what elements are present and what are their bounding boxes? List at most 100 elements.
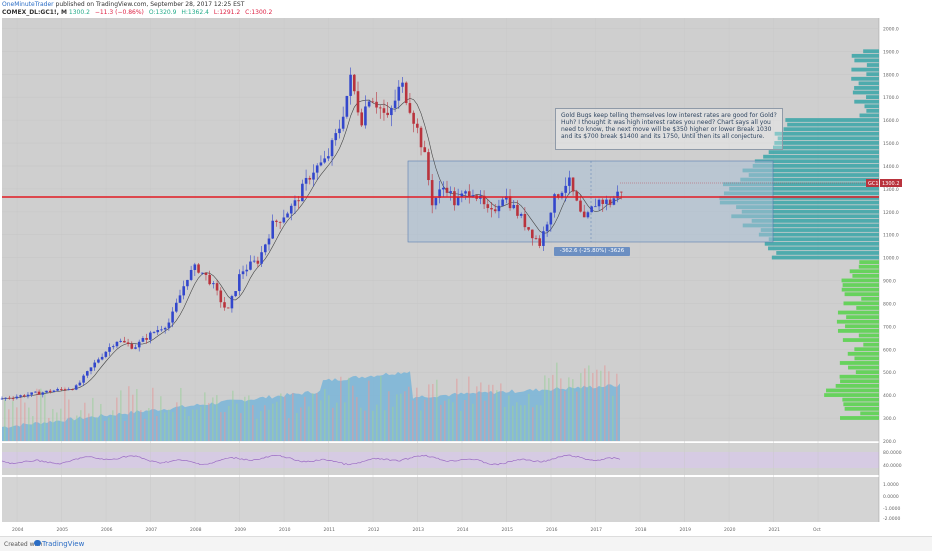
candle: [178, 295, 182, 303]
volume-bar: [328, 395, 330, 441]
volume-bar: [260, 411, 262, 441]
volume-profile-bar: [854, 86, 879, 90]
volume-bar: [228, 405, 230, 441]
price-chart[interactable]: 2000.0 1900.0 1800.0 1700.0 1600.0 1500.0 1400…: [0, 0, 932, 536]
volume-bar: [108, 417, 110, 441]
range-box: [407, 160, 774, 243]
volume-bar: [92, 397, 94, 441]
volume-bar: [420, 410, 422, 441]
candle: [419, 127, 423, 148]
volume-bar: [544, 375, 546, 441]
volume-profile-bar: [858, 333, 879, 338]
volume-profile-bar: [842, 338, 879, 342]
candle: [590, 206, 593, 213]
volume-profile-bar: [835, 383, 879, 388]
candle: [397, 86, 401, 101]
candle: [338, 128, 341, 134]
volume-profile-bar: [842, 397, 879, 402]
measure-label: -362.6 (-25.80%) -3626: [554, 247, 630, 256]
volume-bar: [132, 394, 134, 441]
candle: [219, 290, 223, 303]
volume-bar: [600, 370, 602, 441]
volume-bar: [284, 396, 286, 441]
x-tick-label: 2009: [235, 527, 247, 533]
candle: [82, 375, 85, 383]
candle: [323, 158, 326, 163]
volume-bar: [52, 408, 54, 441]
volume-profile-bar: [771, 255, 879, 260]
x-tick-label: 2006: [101, 527, 113, 533]
candle: [319, 162, 323, 166]
candle: [378, 107, 382, 109]
author-link[interactable]: OneMinuteTrader: [2, 1, 54, 8]
volume-bar: [552, 374, 554, 441]
rsi-tick-label: 80.0000: [883, 450, 902, 456]
candle: [386, 112, 389, 116]
volume-bar: [56, 412, 58, 441]
volume-bar: [84, 402, 86, 441]
candle: [167, 322, 171, 328]
candle: [111, 346, 115, 348]
x-tick-label: 2020: [724, 527, 736, 533]
volume-profile-bar: [741, 209, 879, 214]
candle: [382, 108, 386, 113]
volume-bar: [100, 403, 102, 441]
y-tick-label: 1000.0: [883, 256, 899, 262]
osc-tick-label: -1.0000: [883, 506, 901, 512]
volume-bar: [16, 407, 18, 441]
candle: [345, 95, 349, 117]
y-tick-label: 600.0: [883, 347, 896, 353]
volume-bar: [252, 405, 254, 441]
volume-profile-bar: [785, 118, 879, 122]
volume-bar: [488, 384, 490, 441]
candle: [445, 187, 449, 193]
candle: [390, 108, 393, 116]
volume-bar: [240, 413, 242, 441]
volume-bar: [224, 412, 226, 441]
candle: [249, 261, 252, 270]
candle: [78, 382, 82, 386]
candle: [482, 195, 486, 205]
volume-profile-bar: [866, 108, 879, 113]
volume-profile-bar: [787, 122, 879, 127]
volume-bar: [460, 410, 462, 441]
annotation-note[interactable]: Gold Bugs keep telling themselves low in…: [555, 108, 783, 150]
y-tick-label: 900.0: [883, 279, 896, 285]
candle: [174, 302, 178, 312]
y-tick-label: 1400.0: [883, 164, 899, 170]
volume-profile-bar: [844, 292, 879, 297]
candle: [0, 398, 4, 400]
volume-bar: [468, 376, 470, 441]
volume-profile-bar: [846, 315, 879, 320]
volume-bar: [216, 395, 218, 441]
candle: [430, 180, 434, 206]
x-tick-label: 2021: [769, 527, 781, 533]
candle: [367, 101, 371, 107]
x-tick-label: 2008: [190, 527, 202, 533]
volume-bar: [352, 385, 354, 441]
candle: [141, 338, 145, 342]
volume-bar: [20, 394, 22, 441]
volume-bar: [232, 390, 234, 441]
rsi-tick-label: 40.0000: [883, 463, 902, 469]
volume-bar: [416, 387, 418, 441]
y-tick-label: 1200.0: [883, 210, 899, 216]
candle: [464, 191, 467, 194]
candle: [152, 332, 156, 333]
volume-profile-bar: [748, 173, 879, 177]
volume-bar: [280, 393, 282, 441]
volume-bar: [480, 382, 482, 441]
volume-profile-bar: [774, 141, 879, 145]
volume-profile-bar: [852, 273, 879, 278]
volume-bar: [368, 380, 370, 441]
volume-profile-bar: [854, 58, 879, 63]
tradingview-brand[interactable]: TradingView: [42, 540, 85, 548]
price-tag-label: GC1!: [868, 181, 881, 187]
volume-bar: [300, 407, 302, 441]
candle: [505, 196, 508, 200]
volume-bar: [196, 409, 198, 441]
publish-info: OneMinuteTrader published on TradingView…: [2, 1, 244, 9]
volume-profile-bar: [768, 150, 879, 155]
volume-bar: [464, 399, 466, 441]
candle: [4, 397, 8, 399]
